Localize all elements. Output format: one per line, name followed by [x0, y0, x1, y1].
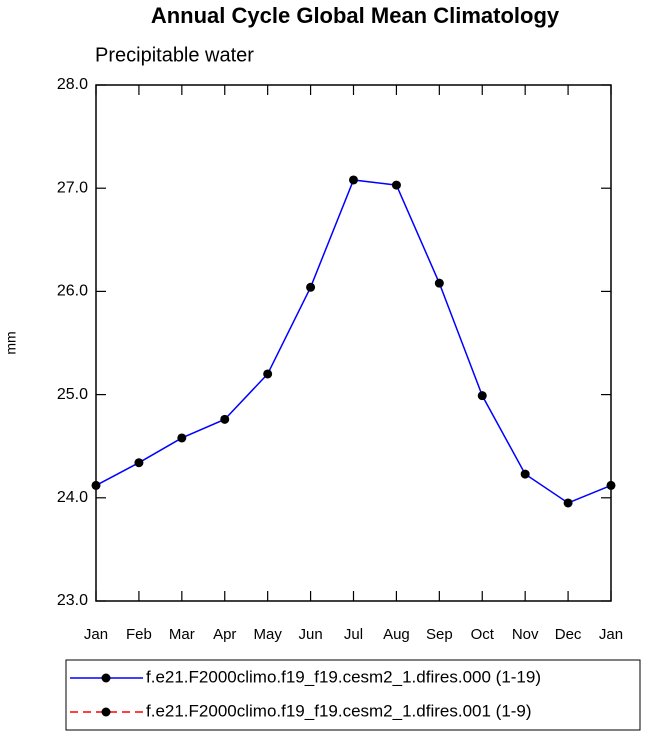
y-tick-label: 28.0 [57, 76, 88, 93]
x-tick-label: Aug [383, 626, 410, 643]
chart-title: Annual Cycle Global Mean Climatology [151, 3, 560, 28]
chart-subtitle: Precipitable water [95, 44, 254, 66]
data-point [306, 282, 316, 292]
x-tick-label: Mar [169, 626, 195, 643]
x-tick-label: Sep [426, 626, 453, 643]
data-point [349, 175, 358, 185]
y-tick-label: 27.0 [57, 179, 88, 196]
data-point [434, 278, 444, 288]
x-tick-label: Jan [599, 626, 623, 643]
data-point [220, 414, 230, 424]
x-tick-label: Jul [344, 626, 363, 643]
y-tick-label: 24.0 [57, 489, 88, 506]
x-tick-label: Oct [471, 626, 495, 643]
x-tick-label: Dec [555, 626, 582, 643]
legend-marker [101, 673, 111, 683]
y-axis-label: mm [3, 331, 19, 354]
data-point [177, 433, 187, 443]
legend-marker [101, 707, 111, 717]
data-point [391, 180, 401, 190]
data-point [606, 480, 616, 490]
y-tick-label: 25.0 [57, 386, 88, 403]
x-tick-label: Nov [512, 626, 539, 643]
y-tick-label: 26.0 [57, 283, 88, 300]
x-tick-label: Jan [84, 626, 108, 643]
data-point [91, 480, 101, 490]
data-point [563, 498, 573, 508]
y-tick-label: 23.0 [57, 592, 88, 609]
legend-label: f.e21.F2000climo.f19_f19.cesm2_1.dfires.… [146, 701, 532, 720]
x-tick-label: Feb [126, 626, 152, 643]
data-point [520, 469, 530, 479]
x-tick-label: May [253, 626, 282, 643]
x-tick-label: Apr [213, 626, 236, 643]
data-point [263, 369, 273, 379]
legend-label: f.e21.F2000climo.f19_f19.cesm2_1.dfires.… [146, 667, 541, 686]
data-point [134, 458, 144, 468]
legend-box [65, 659, 641, 731]
x-tick-label: Jun [298, 626, 322, 643]
series-line [95, 179, 612, 504]
data-point [477, 391, 487, 401]
plot-frame [95, 84, 612, 602]
